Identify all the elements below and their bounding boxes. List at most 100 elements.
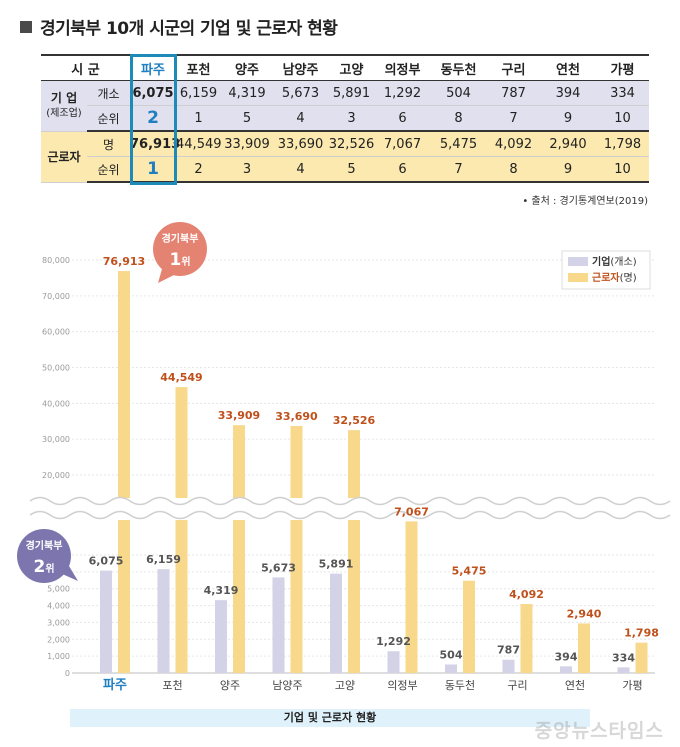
chart-caption: 기업 및 근로자 현황: [70, 709, 590, 727]
bar-corp: [100, 570, 112, 673]
work-count-label: 명: [87, 131, 131, 157]
bar-work: [290, 425, 303, 673]
data-label-corp: 394: [555, 650, 578, 663]
stats-table: 시 군 파주 포천 양주 남양주 고양 의정부 동두천 구리 연천 가평 기 업…: [41, 54, 650, 183]
table-cell: 4: [273, 156, 329, 183]
corp-count-label: 개소: [87, 80, 131, 106]
x-tick-label: 파주: [103, 678, 127, 693]
bar-corp: [215, 600, 227, 673]
badge-work-line1: 경기북부: [162, 232, 199, 245]
header-cell: 구리: [487, 54, 541, 81]
table-cell: 7: [430, 156, 488, 183]
y-tick-label: 40,000: [42, 399, 70, 408]
corp-group-label: 기 업 (제조업): [41, 80, 87, 132]
data-label-work: 76,913: [103, 255, 145, 268]
source-note: • 출처 : 경기통계연보(2019): [522, 196, 648, 207]
work-rank-label: 순위: [87, 156, 131, 183]
table-cell-paju-rank: 1: [130, 156, 177, 183]
corp-group-label-main: 기 업: [50, 90, 78, 105]
y-tick-label: 5,000: [47, 585, 70, 594]
bar-work: [463, 580, 475, 673]
table-cell: 2,940: [540, 131, 597, 157]
table-cell: 4,319: [221, 80, 274, 106]
table-cell: 5,673: [273, 80, 329, 106]
data-label-work: 44,549: [160, 371, 202, 384]
bar-corp: [272, 577, 285, 673]
header-cell-paju: 파주: [130, 54, 177, 81]
y-tick-label: 30,000: [42, 435, 70, 444]
bar-work: [348, 430, 360, 673]
y-tick-label: 3,000: [47, 618, 70, 627]
badge-work-rank-num: 1: [169, 250, 181, 270]
x-axis: 파주 포천 양주 남양주 고양 의정부 동두천 구리 연천 가평: [103, 678, 643, 693]
table-cell: 504: [430, 80, 488, 106]
bar-work: [233, 425, 245, 673]
y-tick-label: 70,000: [42, 292, 70, 301]
table-cell-paju-rank: 2: [130, 105, 177, 132]
data-label-corp: 4,319: [204, 584, 239, 597]
table-cell: 5,891: [328, 80, 376, 106]
header-cell: 가평: [596, 54, 650, 81]
table-cell: 33,909: [221, 131, 274, 157]
legend-label-work: 근로자(명): [592, 271, 637, 284]
y-tick-label: 50,000: [42, 364, 70, 373]
data-label-work: 33,690: [275, 410, 318, 423]
x-tick-label: 양주: [220, 679, 240, 692]
legend-work-rest: (명): [620, 272, 637, 284]
badge-corp-circle: [17, 529, 71, 583]
chart-legend: 기업(개소) 근로자(명): [561, 250, 651, 290]
x-tick-label: 구리: [507, 679, 527, 692]
header-cell: 고양: [328, 54, 376, 81]
badge-corp-pointer: [60, 561, 78, 581]
data-label-corp: 6,159: [146, 553, 181, 566]
table-cell: 44,549: [176, 131, 222, 157]
table-cell: 10: [596, 156, 650, 183]
table-row-work-count: 근로자 명 76,913 44,549 33,909 33,690 32,526…: [41, 131, 650, 183]
data-label-corp: 334: [612, 651, 635, 664]
table-cell: 5: [328, 156, 376, 183]
table-cell: 6: [375, 156, 431, 183]
axis-break: [29, 496, 671, 520]
table-cell: 6,075: [130, 80, 177, 106]
axis-break-line-bottom: [29, 510, 671, 520]
table-cell: 1,292: [375, 80, 431, 106]
bar-corp: [445, 664, 457, 673]
data-label-corp: 5,891: [319, 558, 354, 571]
y-tick-label-zero: 0: [65, 669, 70, 678]
legend-swatch-work: [568, 273, 588, 282]
y-tick-label: 2,000: [47, 635, 70, 644]
bar-corp: [560, 666, 572, 673]
header-cell: 연천: [540, 54, 597, 81]
header-cell: 의정부: [375, 54, 431, 81]
bar-chart: 1,0002,0003,0004,0005,0006,0007,00020,00…: [17, 222, 671, 693]
page-title: 경기북부 10개 시군의 기업 및 근로자 현황: [40, 19, 338, 39]
badge-work-rank-unit: 위: [181, 255, 190, 268]
data-label-work: 32,526: [333, 414, 376, 427]
data-label-work: 5,475: [452, 565, 487, 578]
x-tick-label: 가평: [622, 679, 642, 692]
table-cell: 787: [487, 80, 541, 106]
legend-swatch-corp: [568, 257, 588, 266]
axis-break-band: [30, 498, 660, 520]
x-tick-label: 포천: [162, 678, 182, 692]
table-cell: 5,475: [430, 131, 488, 157]
table-cell: 3: [328, 105, 376, 132]
bar-work: [175, 387, 188, 673]
bar-corp: [157, 569, 170, 673]
table-cell: 7,067: [375, 131, 431, 157]
data-label-corp: 787: [497, 644, 520, 657]
bar-work: [118, 271, 130, 673]
data-label-work: 1,798: [624, 627, 659, 640]
y-tick-label: 60,000: [42, 328, 70, 337]
data-label-work: 7,067: [394, 505, 429, 518]
badge-corp-rank-unit: 위: [45, 562, 54, 575]
table-row-work-rank: 순위 1 2 3 4 5 6 7 8 9 10: [41, 156, 650, 183]
data-label-corp: 504: [440, 649, 463, 662]
table-row-corp-rank: 순위 2 1 5 4 3 6 8 7 9 10: [41, 105, 650, 132]
table-row-corp-count: 기 업 (제조업) 개소 6,075 6,159 4,319 5,673 5,8…: [41, 80, 650, 132]
title-bullet-icon: [20, 20, 32, 33]
watermark: 중앙뉴스타임스: [534, 720, 664, 742]
table-cell: 9: [540, 156, 597, 183]
header-cell: 시 군: [41, 54, 131, 81]
y-tick-label: 20,000: [42, 471, 70, 480]
